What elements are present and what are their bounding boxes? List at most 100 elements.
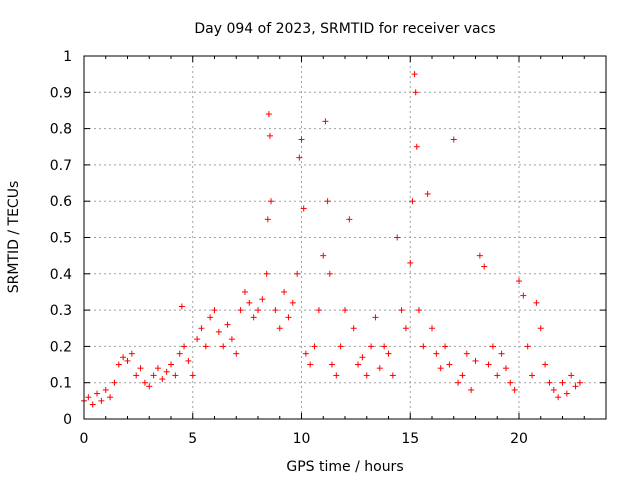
- data-point: [507, 379, 514, 386]
- data-point: [137, 365, 144, 372]
- data-point: [376, 365, 383, 372]
- data-point: [511, 386, 518, 393]
- data-point: [255, 307, 261, 314]
- data-point: [389, 372, 396, 379]
- data-point: [537, 325, 544, 332]
- data-point: [176, 350, 183, 357]
- y-tick-label: 0: [63, 412, 72, 428]
- data-point: [568, 372, 575, 379]
- data-point: [420, 343, 427, 350]
- data-point: [211, 307, 218, 314]
- data-point: [385, 350, 392, 357]
- data-point: [276, 325, 283, 332]
- data-point: [326, 270, 333, 277]
- data-point: [189, 372, 196, 379]
- data-point: [311, 343, 318, 350]
- data-point: [572, 383, 579, 390]
- data-point: [546, 379, 553, 386]
- x-axis-label: GPS time / hours: [286, 459, 403, 475]
- data-point: [120, 354, 127, 361]
- data-point: [272, 307, 279, 314]
- grid: [84, 56, 606, 419]
- data-point: [533, 299, 540, 306]
- data-point: [150, 372, 157, 379]
- data-point: [207, 314, 214, 321]
- data-point: [168, 361, 174, 368]
- data-point: [98, 397, 105, 404]
- y-tick-label: 1: [63, 49, 72, 65]
- data-point: [489, 343, 496, 350]
- data-point: [355, 361, 362, 368]
- data-point: [265, 111, 272, 118]
- x-tick-label: 20: [510, 431, 528, 447]
- data-point: [224, 321, 231, 328]
- data-point: [468, 386, 475, 393]
- data-point: [115, 361, 122, 368]
- data-point: [233, 350, 240, 357]
- data-point: [215, 328, 222, 335]
- data-point: [146, 383, 153, 390]
- data-point: [442, 343, 449, 350]
- data-point: [542, 361, 549, 368]
- data-point: [220, 343, 227, 350]
- y-tick-label: 0.1: [50, 376, 72, 392]
- data-point: [172, 372, 179, 379]
- data-point: [555, 394, 562, 401]
- data-point: [502, 365, 509, 372]
- data-point: [264, 216, 271, 223]
- data-point: [163, 368, 170, 375]
- data-point: [563, 390, 570, 397]
- data-point: [159, 376, 166, 383]
- data-point: [481, 263, 488, 270]
- data-marks: [81, 71, 583, 408]
- data-point: [368, 343, 375, 350]
- data-point: [529, 372, 536, 379]
- data-point: [346, 216, 353, 223]
- data-point: [372, 314, 379, 321]
- data-point: [424, 190, 431, 197]
- data-point: [450, 136, 457, 143]
- data-point: [550, 386, 557, 393]
- data-point: [133, 372, 140, 379]
- data-point: [241, 288, 248, 295]
- data-point: [494, 372, 501, 379]
- data-point: [178, 303, 185, 310]
- data-point: [154, 365, 161, 372]
- data-point: [250, 314, 257, 321]
- data-point: [520, 292, 527, 299]
- y-tick-label: 0.6: [50, 194, 72, 210]
- y-tick-label: 0.8: [50, 122, 72, 138]
- data-point: [322, 118, 329, 125]
- x-tick-label: 15: [401, 431, 419, 447]
- data-point: [320, 252, 327, 259]
- data-point: [350, 325, 357, 332]
- data-point: [409, 198, 416, 205]
- data-point: [124, 357, 131, 364]
- y-axis-label: SRMTID / TECUs: [6, 181, 22, 294]
- data-point: [411, 71, 418, 78]
- data-point: [296, 154, 303, 161]
- data-point: [302, 350, 309, 357]
- data-point: [228, 336, 235, 343]
- data-point: [398, 307, 405, 314]
- data-point: [402, 325, 409, 332]
- data-point: [85, 394, 92, 401]
- data-point: [259, 296, 266, 303]
- y-tick-label: 0.5: [50, 231, 72, 247]
- data-point: [333, 372, 340, 379]
- data-point: [198, 325, 205, 332]
- data-point: [324, 198, 331, 205]
- chart-title: Day 094 of 2023, SRMTID for receiver vac…: [194, 21, 495, 37]
- data-point: [433, 350, 440, 357]
- data-point: [107, 394, 114, 401]
- y-tick-label: 0.7: [50, 158, 72, 174]
- data-point: [576, 379, 583, 386]
- data-point: [294, 270, 301, 277]
- y-tick-label: 0.9: [50, 85, 72, 101]
- data-point: [315, 307, 322, 314]
- data-point: [359, 354, 366, 361]
- data-point: [111, 379, 118, 386]
- data-point: [328, 361, 335, 368]
- data-point: [516, 278, 522, 285]
